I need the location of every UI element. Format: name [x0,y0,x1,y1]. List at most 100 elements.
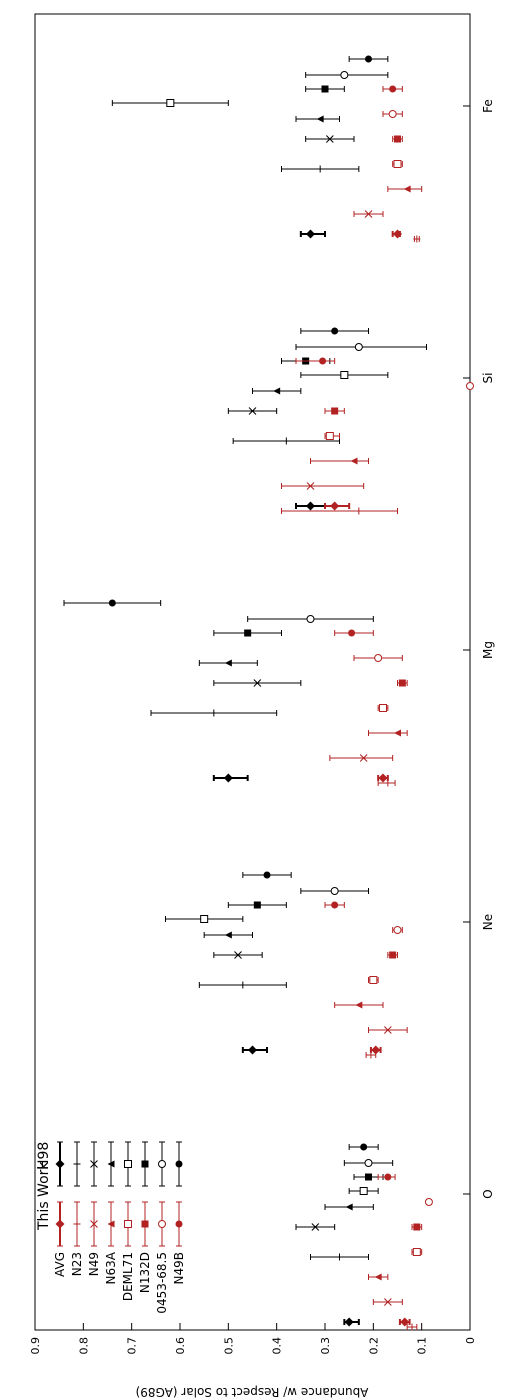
legend-group-title: This Work [36,1161,52,1231]
data-point [377,779,396,787]
data-point [398,1317,411,1327]
point-marker [350,457,358,465]
point-marker [331,327,339,335]
point-marker [210,709,218,717]
legend-entry-label: N132D [138,1252,152,1293]
point-marker [403,185,411,193]
category-tick-label: Mg [481,641,495,659]
data-point [150,709,278,717]
point-marker [166,99,175,107]
point-marker [389,951,397,959]
data-point [324,501,351,511]
point-marker [311,1223,320,1231]
data-point [372,1298,403,1306]
point-marker [321,85,329,93]
data-point [411,1223,423,1231]
category-tick-label: Ne [481,914,495,930]
data-point [295,1223,336,1231]
legend-marker [124,1220,132,1228]
point-marker [248,407,257,415]
data-point [368,1026,408,1034]
data-point [411,1248,423,1256]
point-marker [379,704,387,712]
data-point [391,229,402,239]
category-tick-label: Si [481,373,495,384]
legend-entry-label: 0453-68.5 [155,1252,169,1314]
point-marker [360,1143,368,1151]
data-point [281,165,360,173]
data-point [227,407,278,415]
data-point [111,99,229,107]
point-marker [330,887,339,895]
data-point [392,135,403,143]
data-point [413,235,421,243]
point-marker [371,1045,381,1055]
data-point [329,754,394,762]
legend-entry [141,1201,149,1247]
legend-entry [175,1141,183,1187]
point-marker [367,1051,375,1059]
point-marker [253,901,261,909]
data-point [198,981,287,989]
legend-entry [73,1201,81,1247]
data-point [392,926,403,934]
point-marker [364,210,373,218]
point-marker [412,1248,421,1256]
data-point [212,773,249,783]
data-point [281,482,365,490]
point-marker [413,1223,421,1231]
point-marker [282,437,290,445]
point-marker [316,115,324,123]
point-marker [354,343,363,351]
data-point [392,160,403,168]
point-marker [306,501,315,511]
data-point [232,437,340,445]
point-marker [393,229,402,239]
point-marker [365,55,372,63]
data-point [369,1045,382,1055]
point-marker [355,507,363,515]
point-marker [234,951,242,959]
data-point [213,951,263,959]
data-point [377,773,389,783]
legend-entry [158,1201,166,1247]
data-point [466,382,474,390]
category-tick-label: O [481,1189,495,1198]
point-marker [355,1001,363,1009]
point-marker [348,629,356,637]
category-tick-label: Fe [481,99,495,113]
data-point [198,659,258,667]
plot-frame [34,13,471,1331]
data-point [63,599,162,607]
point-marker [393,926,402,934]
legend-entry-label: N49B [172,1252,186,1284]
point-marker [325,135,334,143]
legend-marker [73,1160,81,1168]
legend-group-title: H98 [36,1142,52,1170]
legend-entry-label: N23 [70,1252,84,1276]
data-point [382,110,403,118]
point-marker [330,501,340,511]
point-marker [388,110,397,118]
point-marker [359,754,368,762]
point-marker [325,432,334,440]
legend-entry-label: DEML71 [121,1252,135,1301]
legend-entry [55,1141,65,1187]
data-point [334,1001,384,1009]
data-point [213,679,302,687]
data-point [424,1198,433,1206]
legend-marker [90,1160,98,1168]
point-marker [306,482,315,490]
point-marker [263,871,271,879]
legend-entry [90,1141,98,1187]
value-tick-label: 0.8 [77,1337,90,1355]
data-point [348,55,389,63]
legend-marker [175,1160,183,1168]
data-point [299,229,326,239]
legend-marker [107,1160,115,1168]
data-point [310,457,369,465]
data-point [300,887,369,895]
data-point [324,407,345,415]
legend-entry [107,1141,115,1187]
